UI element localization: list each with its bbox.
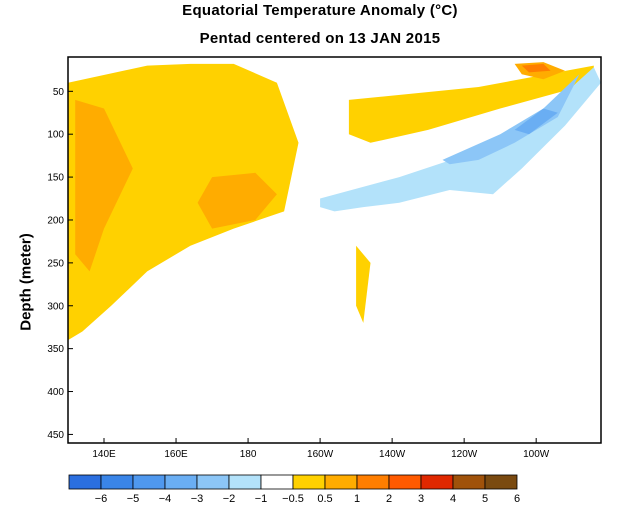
colorbar-swatch <box>356 474 390 490</box>
colorbar-label: −0.5 <box>282 493 304 505</box>
anomaly-region-9 <box>356 245 371 323</box>
colorbar-label: 3 <box>418 493 424 505</box>
anomaly-region-1 <box>75 99 133 272</box>
colorbar-swatch <box>388 474 422 490</box>
colorbar-swatch <box>100 474 134 490</box>
colorbar-label: −1 <box>255 493 268 505</box>
colorbar-label: 4 <box>450 493 456 505</box>
anomaly-region-6 <box>320 67 601 212</box>
colorbar-swatch <box>164 474 198 490</box>
y-tick-label: 200 <box>47 215 64 226</box>
colorbar: −6 −5 −4 −3 −2 −1 −0.5 0.5 1 2 3 4 5 6 <box>68 474 520 505</box>
colorbar-label: −4 <box>159 493 172 505</box>
colorbar-swatch <box>196 474 230 490</box>
colorbar-swatch <box>324 474 358 490</box>
anomaly-region-3 <box>348 65 594 143</box>
colorbar-label: 0.5 <box>317 493 332 505</box>
anomaly-regions <box>68 62 601 341</box>
colorbar-label: −6 <box>95 493 108 505</box>
chart-title: Equatorial Temperature Anomaly (°C) <box>182 2 458 19</box>
plot-frame <box>67 56 602 444</box>
y-tick-label: 250 <box>47 258 64 269</box>
x-axis-ticks: 140E 160E 180 160W 140W 120W 100W <box>92 438 550 460</box>
y-axis-ticks: 50 100 150 200 250 300 350 400 450 <box>47 87 73 441</box>
x-tick-label: 140E <box>92 449 116 460</box>
anomaly-region-7 <box>442 74 580 165</box>
anomaly-region-0 <box>68 63 299 341</box>
colorbar-swatch <box>132 474 166 490</box>
anomaly-region-8 <box>514 108 558 135</box>
colorbar-swatch <box>420 474 454 490</box>
y-tick-label: 450 <box>47 430 64 441</box>
x-tick-label: 120W <box>451 449 478 460</box>
y-tick-label: 100 <box>47 130 64 141</box>
x-tick-label: 100W <box>523 449 550 460</box>
anomaly-region-2 <box>197 172 277 229</box>
y-tick-label: 300 <box>47 301 64 312</box>
colorbar-label: −5 <box>127 493 140 505</box>
y-tick-label: 350 <box>47 344 64 355</box>
colorbar-label: 6 <box>514 493 520 505</box>
colorbar-swatch <box>452 474 486 490</box>
anomaly-region-5 <box>521 63 551 73</box>
colorbar-swatch <box>260 474 294 490</box>
x-tick-label: 160W <box>307 449 334 460</box>
colorbar-label: 2 <box>386 493 392 505</box>
colorbar-label: 5 <box>482 493 488 505</box>
chart-subtitle: Pentad centered on 13 JAN 2015 <box>199 30 441 47</box>
x-tick-label: 160E <box>164 449 188 460</box>
x-tick-label: 180 <box>240 449 257 460</box>
y-tick-label: 50 <box>53 87 65 98</box>
colorbar-swatch <box>292 474 326 490</box>
colorbar-label: −3 <box>191 493 204 505</box>
x-tick-label: 140W <box>379 449 406 460</box>
colorbar-swatch <box>68 474 102 490</box>
colorbar-swatch <box>484 474 518 490</box>
y-tick-label: 400 <box>47 387 64 398</box>
colorbar-label: −2 <box>223 493 236 505</box>
colorbar-swatch <box>228 474 262 490</box>
colorbar-label: 1 <box>354 493 360 505</box>
y-tick-label: 150 <box>47 173 64 184</box>
